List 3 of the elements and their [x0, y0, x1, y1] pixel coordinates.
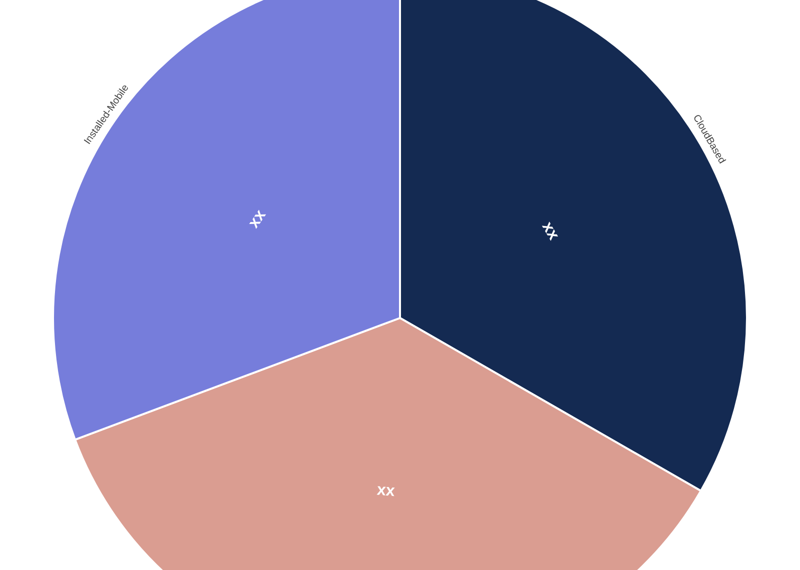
- data-label: xx: [245, 206, 270, 232]
- data-label: xx: [376, 482, 396, 500]
- data-label: xx: [538, 219, 562, 244]
